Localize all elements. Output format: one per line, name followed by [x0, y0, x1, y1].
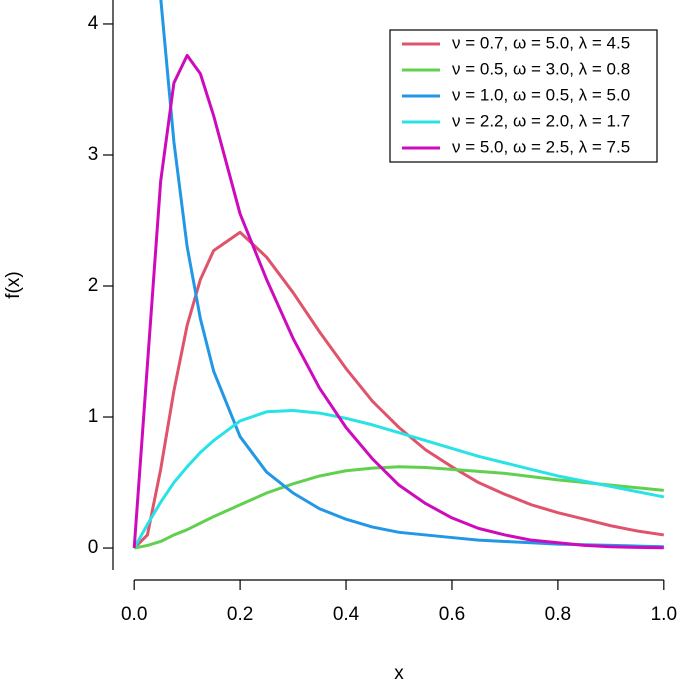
series-line: [133, 465, 664, 550]
x-tick-label: 1.0: [651, 604, 677, 625]
legend-label: ν = 2.2, ω = 2.0, λ = 1.7: [452, 111, 630, 130]
x-tick-label: 0.2: [227, 604, 253, 625]
legend-label: ν = 0.5, ω = 3.0, λ = 0.8: [452, 59, 630, 78]
legend-label: ν = 0.7, ω = 5.0, λ = 4.5: [452, 33, 630, 52]
y-tick-label: 1: [88, 406, 99, 427]
legend-label: ν = 1.0, ω = 0.5, λ = 5.0: [452, 85, 630, 104]
plot-area: [132, 0, 665, 550]
series-line: [133, 230, 665, 550]
y-tick-label: 3: [88, 144, 99, 165]
y-tick-label: 2: [88, 275, 99, 296]
x-tick-label: 0.8: [545, 604, 571, 625]
series-line: [132, 53, 664, 550]
legend-label: ν = 5.0, ω = 2.5, λ = 7.5: [452, 137, 630, 156]
x-tick-label: 0.0: [121, 604, 147, 625]
x-tick-label: 0.6: [439, 604, 465, 625]
x-axis-label: x: [394, 663, 404, 683]
x-tick-label: 0.4: [333, 604, 360, 625]
y-axis-label: f(x): [3, 271, 24, 298]
y-tick-label: 4: [88, 13, 99, 34]
series-line: [132, 408, 665, 549]
legend-box: [389, 29, 658, 163]
y-tick-label: 0: [88, 537, 99, 558]
